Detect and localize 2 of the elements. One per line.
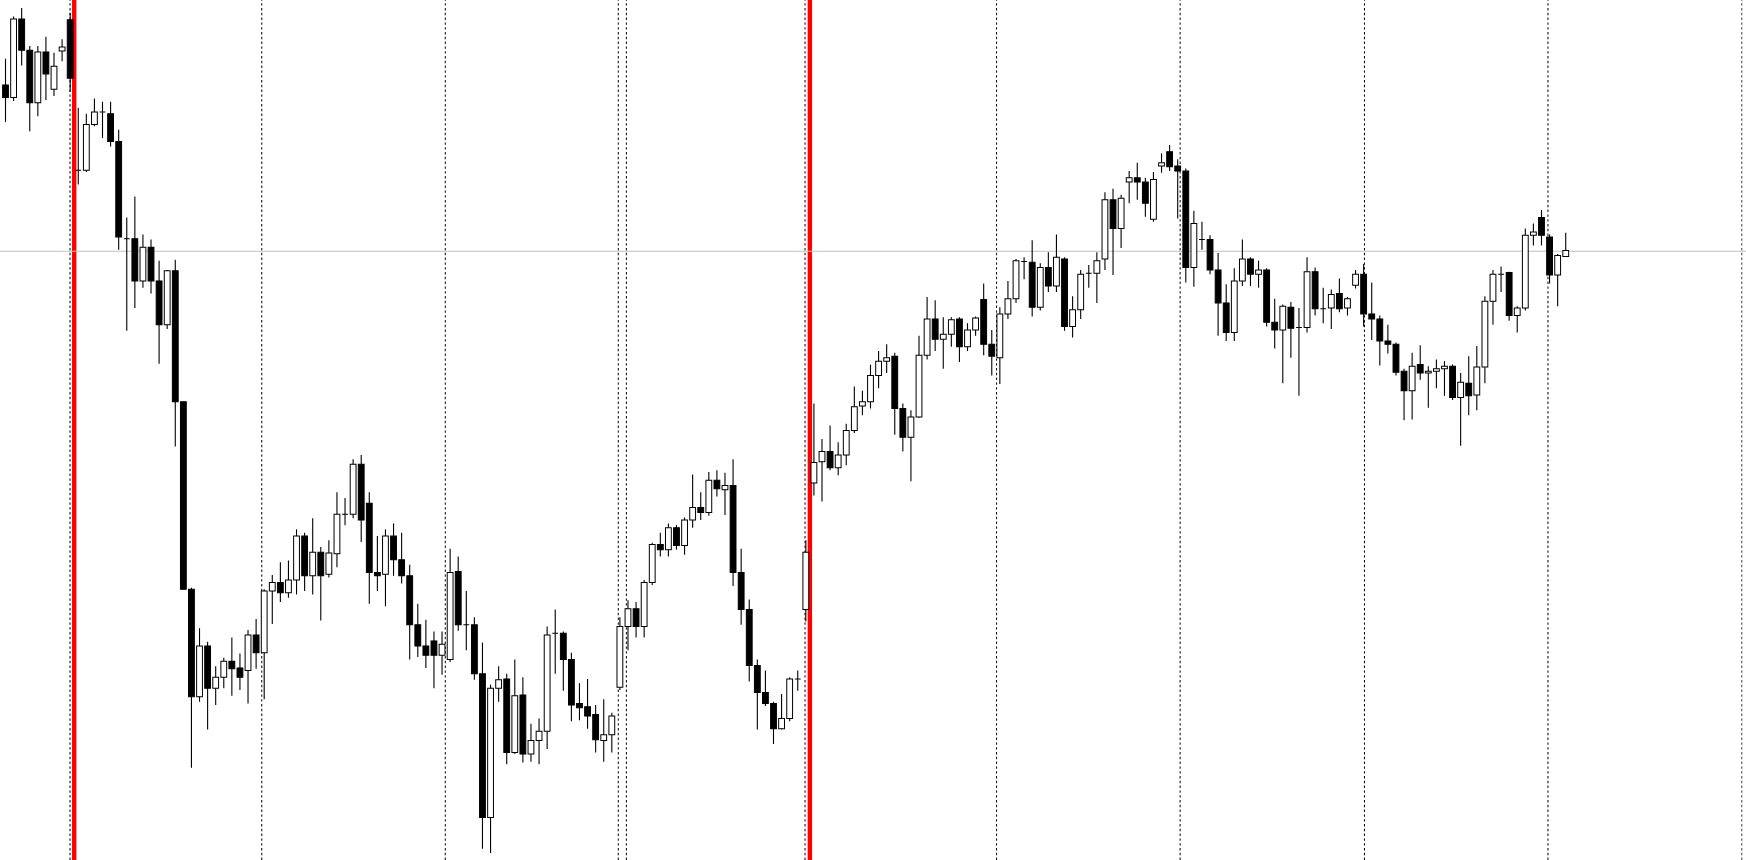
- candlestick: [794, 669, 802, 692]
- candlestick: [810, 402, 818, 497]
